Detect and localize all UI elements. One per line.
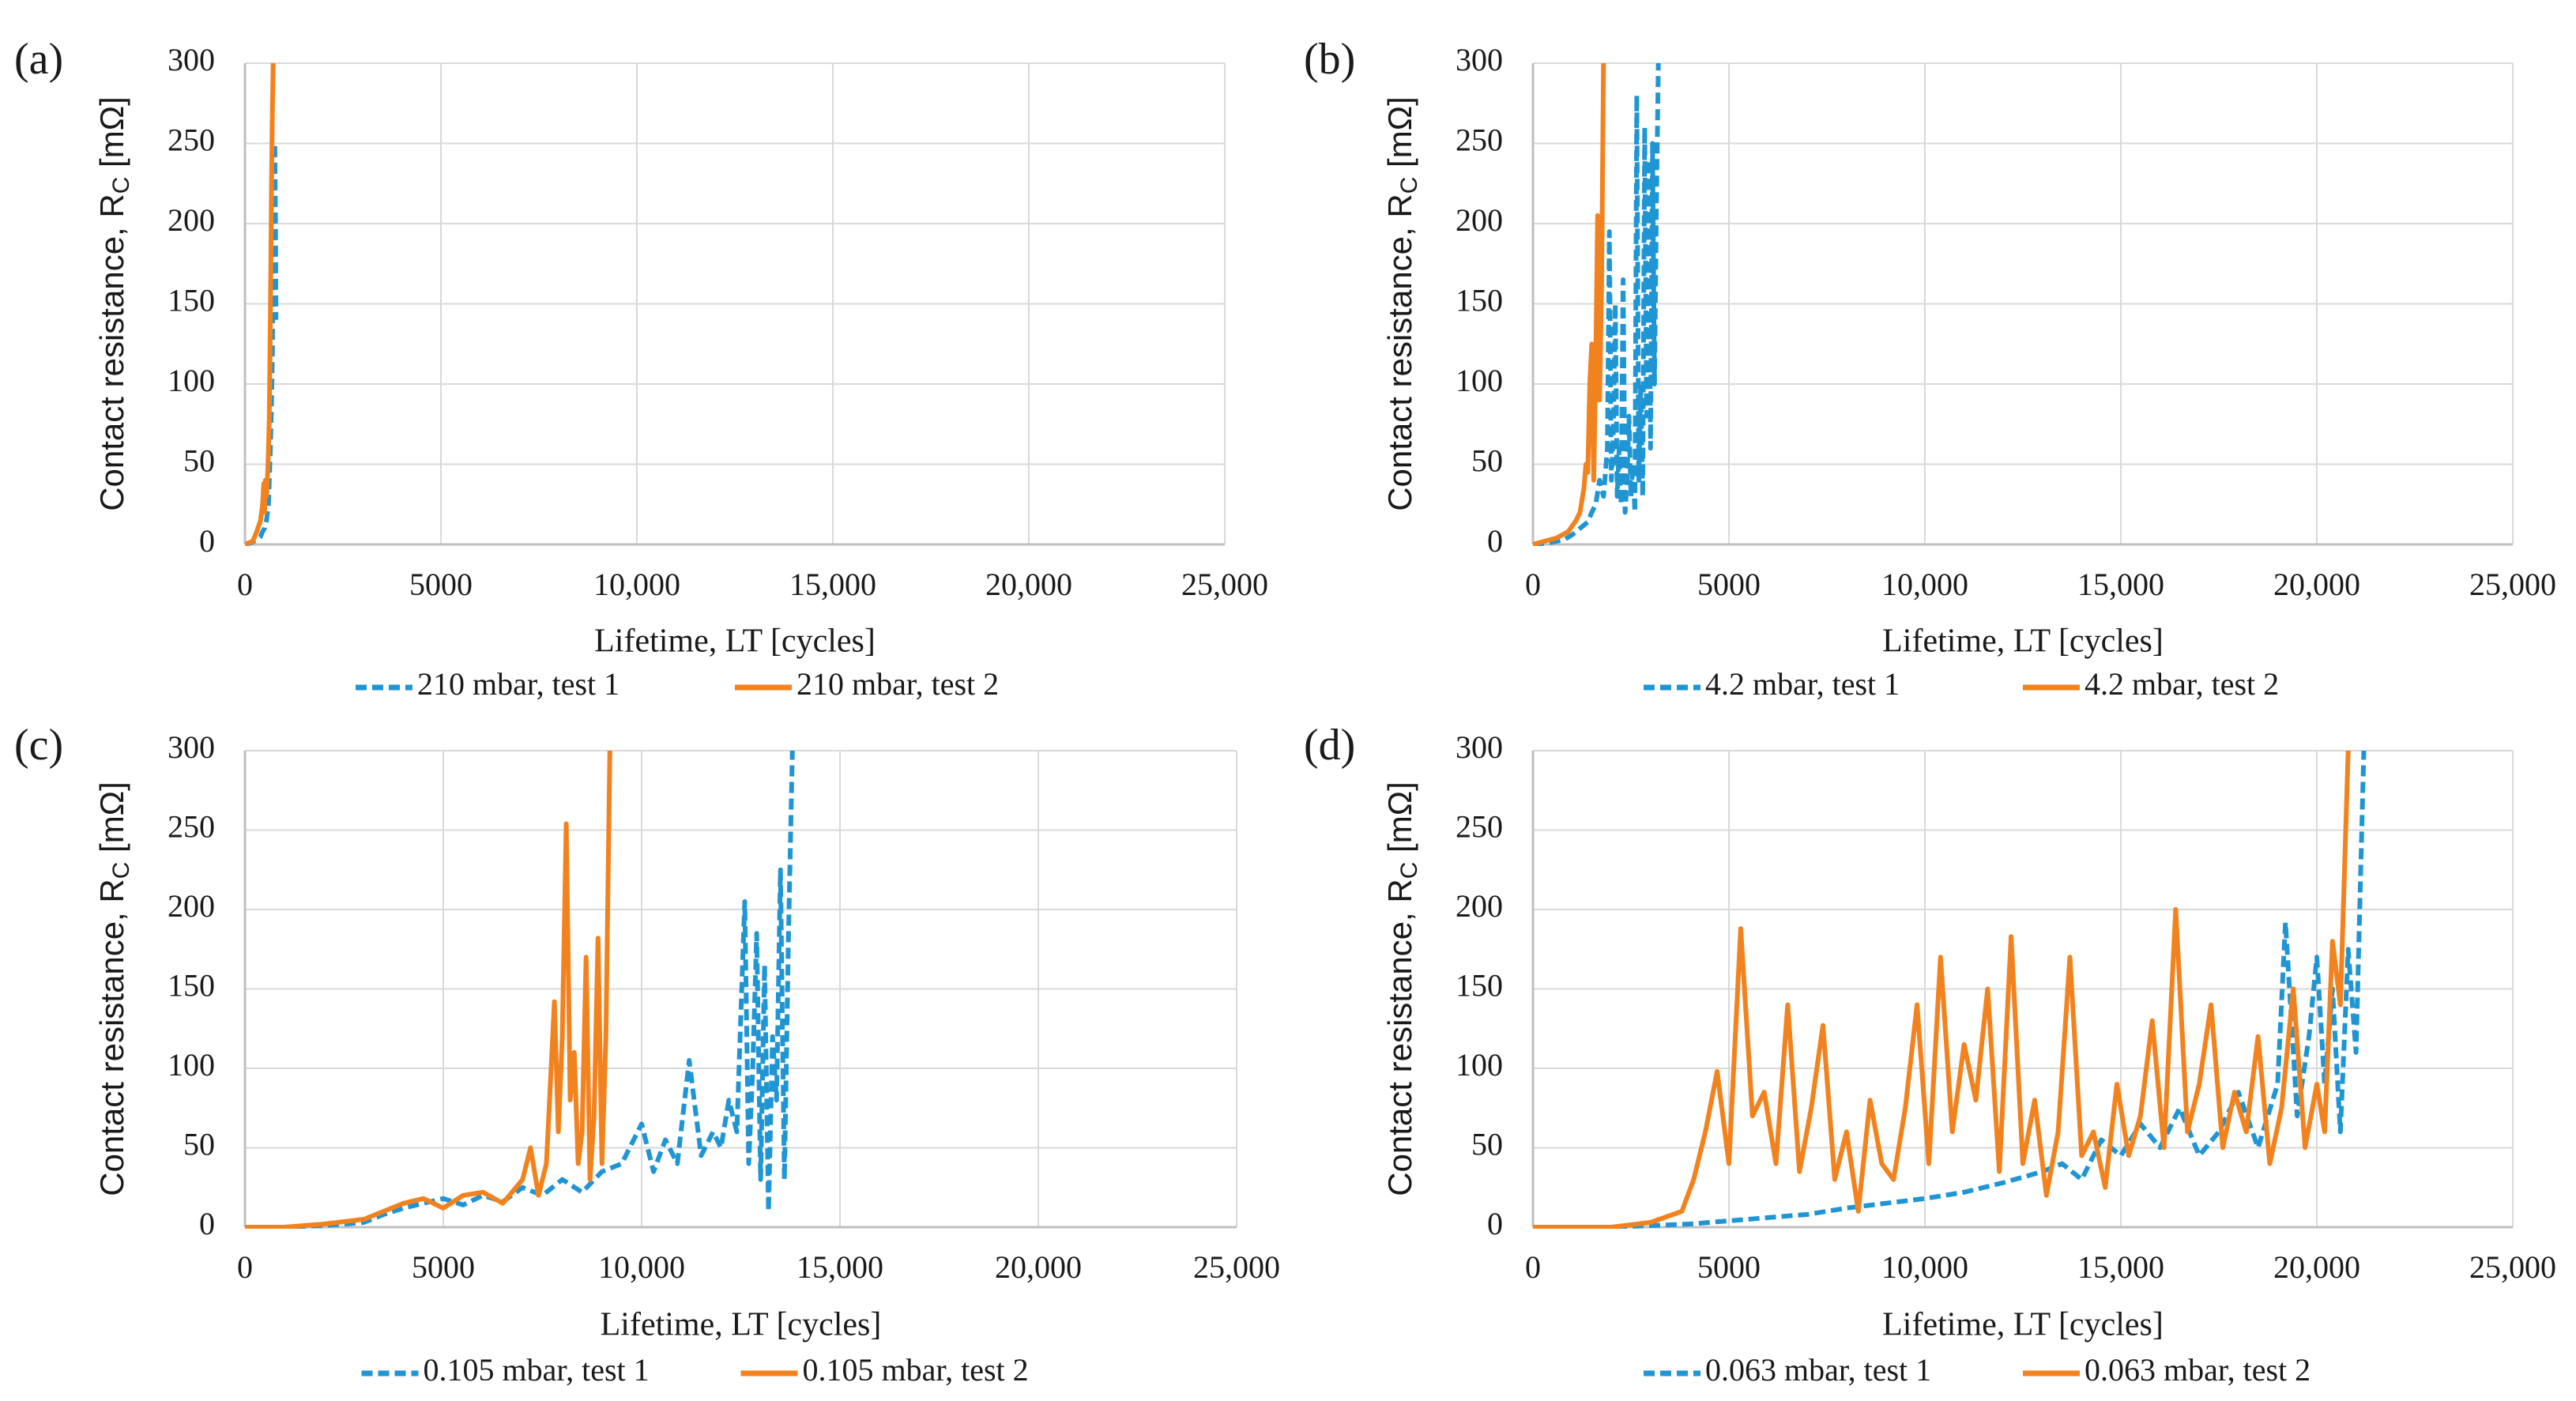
y-tick-label: 150 (168, 283, 215, 318)
x-tick-label: 10,000 (1881, 1249, 1968, 1285)
y-tick-label: 150 (168, 968, 215, 1004)
x-axis-title: Lifetime, LT [cycles] (601, 1307, 882, 1343)
y-tick-label: 0 (199, 523, 215, 559)
x-tick-label: 10,000 (593, 567, 680, 602)
panel-label: (b) (1304, 35, 1355, 84)
x-tick-label: 15,000 (2077, 1249, 2164, 1285)
x-tick-label: 20,000 (2273, 1249, 2360, 1285)
y-axis-title-subscript: C (1396, 862, 1422, 879)
y-axis-title: Contact resistance, RC [mΩ] (93, 96, 134, 511)
panel-label: (a) (14, 35, 63, 84)
y-axis-title-subscript: C (108, 177, 134, 194)
x-tick-label: 0 (1525, 1249, 1541, 1285)
y-axis-title-subscript: C (1396, 177, 1422, 194)
y-tick-label: 50 (183, 443, 215, 479)
y-tick-label: 100 (168, 363, 215, 398)
x-tick-label: 5000 (1697, 1249, 1761, 1285)
y-axis-title-main: Contact resistance, R (1381, 194, 1418, 511)
x-tick-label: 20,000 (985, 567, 1072, 602)
y-axis-title: Contact resistance, RC [mΩ] (1381, 781, 1422, 1196)
y-tick-label: 250 (168, 122, 215, 158)
x-tick-label: 25,000 (2469, 567, 2556, 602)
x-tick-label: 0 (1525, 567, 1541, 602)
x-tick-label: 15,000 (797, 1249, 883, 1285)
y-tick-label: 300 (168, 42, 215, 77)
y-axis-title-unit: [mΩ] (1381, 781, 1418, 861)
y-tick-label: 50 (1471, 443, 1503, 479)
y-tick-label: 300 (1456, 729, 1503, 765)
y-tick-label: 300 (1456, 42, 1503, 77)
x-tick-label: 10,000 (1881, 567, 1968, 602)
x-tick-label: 5000 (409, 567, 473, 602)
y-tick-label: 250 (1456, 122, 1503, 158)
panel-label: (d) (1304, 721, 1355, 770)
x-tick-label: 20,000 (995, 1249, 1082, 1285)
y-axis-title-unit: [mΩ] (93, 781, 130, 861)
y-tick-label: 0 (199, 1206, 215, 1241)
y-tick-label: 250 (168, 809, 215, 845)
y-tick-label: 150 (1456, 283, 1503, 318)
series-line-1 (1533, 62, 1661, 546)
x-tick-label: 5000 (1697, 567, 1761, 602)
y-axis-title-unit: [mΩ] (1381, 96, 1418, 176)
legend-label-2: 210 mbar, test 2 (797, 666, 999, 702)
x-tick-label: 10,000 (598, 1249, 685, 1285)
y-tick-label: 50 (1471, 1127, 1503, 1162)
y-tick-label: 300 (168, 729, 215, 765)
y-axis-title: Contact resistance, RC [mΩ] (93, 781, 134, 1196)
x-tick-label: 0 (237, 567, 253, 602)
series-line-2 (245, 62, 276, 546)
y-axis-title: Contact resistance, RC [mΩ] (1381, 96, 1422, 511)
y-axis-title-main: Contact resistance, R (93, 194, 130, 511)
series-line-2 (1533, 750, 2351, 1229)
x-tick-label: 0 (237, 1249, 253, 1285)
y-tick-label: 200 (1456, 202, 1503, 238)
y-tick-label: 200 (168, 888, 215, 924)
legend-label-2: 4.2 mbar, test 2 (2085, 666, 2279, 702)
legend-label-1: 0.063 mbar, test 1 (1705, 1352, 1931, 1388)
legend-label-1: 4.2 mbar, test 1 (1705, 666, 1900, 702)
x-tick-label: 25,000 (2469, 1249, 2556, 1285)
y-tick-label: 250 (1456, 809, 1503, 845)
chart-panel-3: (c) 0 50 100 150 200 250 300 0 5000 10,000 15,000 20… (14, 721, 1280, 1388)
y-axis-title-subscript: C (108, 862, 134, 879)
legend-label-2: 0.063 mbar, test 2 (2085, 1352, 2310, 1388)
y-tick-label: 100 (1456, 1047, 1503, 1083)
series-line-1 (1533, 750, 2367, 1229)
y-tick-label: 50 (183, 1127, 215, 1162)
y-axis-title-unit: [mΩ] (93, 96, 130, 176)
y-tick-label: 200 (168, 202, 215, 238)
legend-label-1: 0.105 mbar, test 1 (424, 1352, 650, 1388)
y-axis-title-main: Contact resistance, R (93, 879, 130, 1196)
y-tick-label: 100 (168, 1047, 215, 1083)
legend-label-2: 0.105 mbar, test 2 (803, 1352, 1029, 1388)
x-axis-title: Lifetime, LT [cycles] (1882, 1307, 2164, 1343)
x-axis-title: Lifetime, LT [cycles] (594, 623, 876, 660)
legend-label-1: 210 mbar, test 1 (417, 666, 620, 702)
x-axis-title: Lifetime, LT [cycles] (1882, 623, 2164, 660)
y-tick-label: 100 (1456, 363, 1503, 398)
series-line-2 (1533, 62, 1606, 546)
panel-label: (c) (14, 721, 63, 770)
chart-panel-4: (d) 0 50 100 150 200 250 300 0 5000 10,000 15,000 20… (1304, 721, 2556, 1388)
chart-panel-2: (b) 0 50 100 150 200 250 300 0 5000 10,000 15,000 20… (1304, 35, 2556, 702)
x-tick-label: 15,000 (2077, 567, 2164, 602)
y-axis-title-main: Contact resistance, R (1381, 879, 1418, 1196)
x-tick-label: 25,000 (1193, 1249, 1280, 1285)
x-tick-label: 5000 (412, 1249, 475, 1285)
x-tick-label: 20,000 (2273, 567, 2360, 602)
y-tick-label: 0 (1487, 523, 1503, 559)
series-line-2 (245, 750, 612, 1229)
x-tick-label: 25,000 (1181, 567, 1268, 602)
y-tick-label: 200 (1456, 888, 1503, 924)
x-tick-label: 15,000 (789, 567, 876, 602)
y-tick-label: 0 (1487, 1206, 1503, 1241)
chart-panel-1: (a) 0 50 100 150 200 250 300 0 5000 10,000 15,000 20… (14, 35, 1268, 702)
y-tick-label: 150 (1456, 968, 1503, 1004)
